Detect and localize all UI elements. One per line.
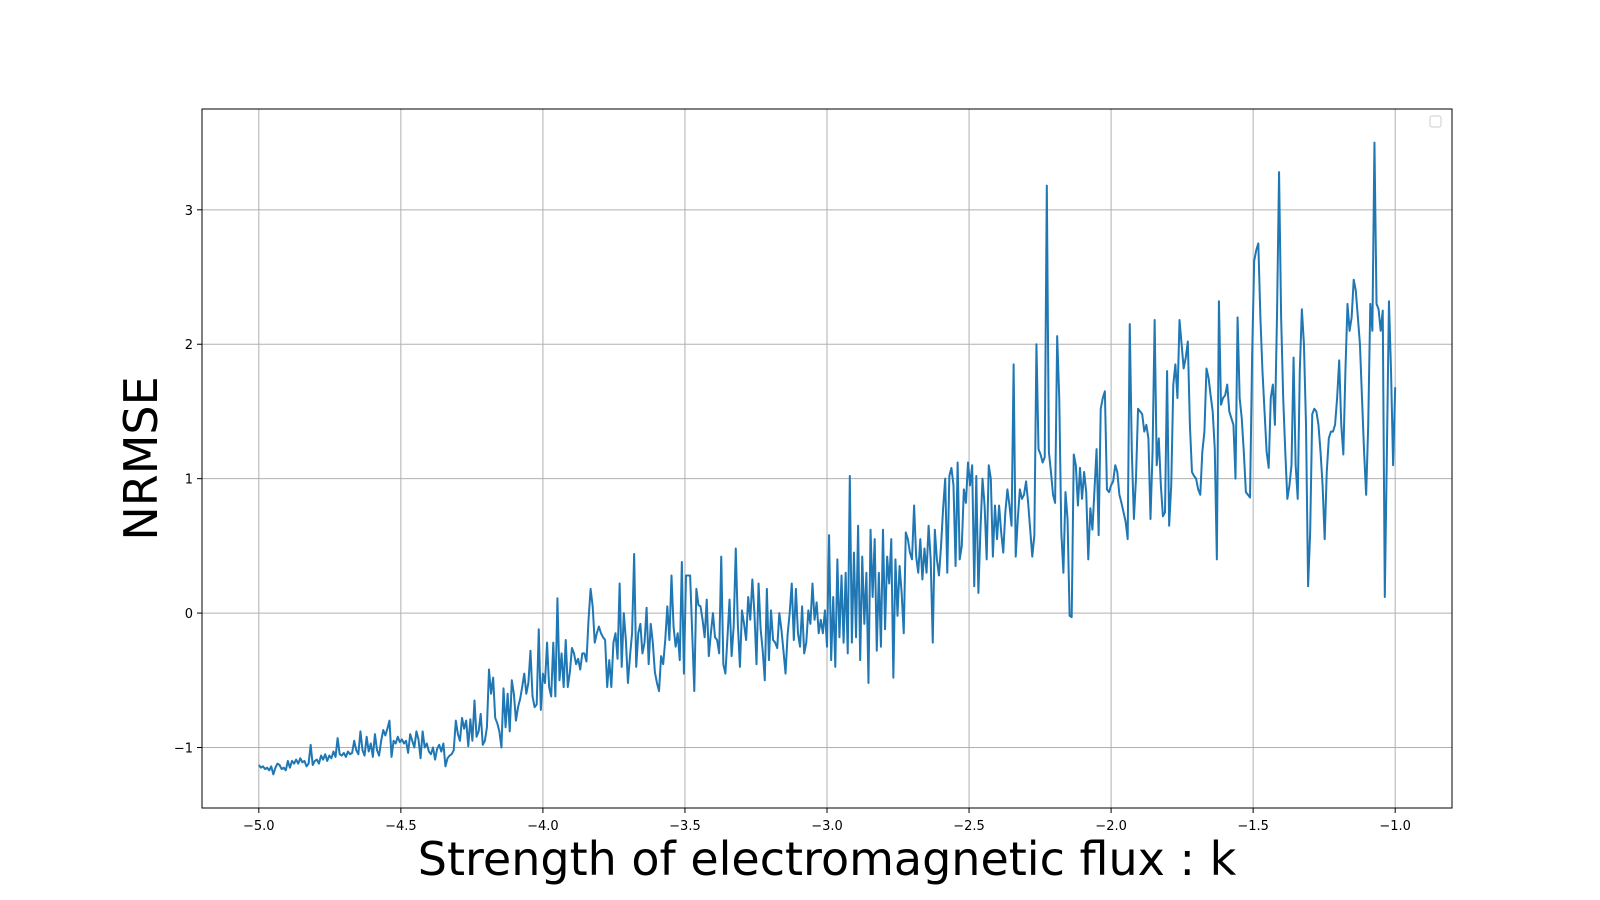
x-axis-title: Strength of electromagnetic flux : k [418, 832, 1237, 886]
y-tick-label: 2 [185, 338, 193, 353]
series-line-0 [258, 141, 1397, 776]
y-tick-label: 1 [185, 473, 193, 488]
legend-box [1429, 115, 1442, 128]
grid-lines [202, 109, 1452, 808]
x-tick-label: −4.5 [385, 819, 417, 834]
y-tick-label: 3 [185, 204, 193, 219]
x-tick-label: −1.5 [1237, 819, 1269, 834]
x-axis-ticks: −5.0 −4.5 −4.0 −3.5 −3.0 −2.5 −2.0 −1.5 −1.0 [243, 808, 1411, 834]
x-tick-label: −3.5 [669, 819, 701, 834]
y-tick-label: 0 [185, 607, 193, 622]
x-tick-label: −2.0 [1095, 819, 1127, 834]
x-tick-label: −4.0 [527, 819, 559, 834]
plot-area [258, 141, 1397, 776]
y-axis-ticks: −1 0 1 2 3 [174, 204, 202, 757]
x-tick-label: −1.0 [1379, 819, 1411, 834]
y-axis-title: NRMSE [114, 376, 168, 540]
x-tick-label: −3.0 [811, 819, 843, 834]
x-tick-label: −5.0 [243, 819, 275, 834]
y-tick-label: −1 [174, 742, 193, 757]
x-tick-label: −2.5 [953, 819, 985, 834]
legend [1429, 115, 1442, 128]
